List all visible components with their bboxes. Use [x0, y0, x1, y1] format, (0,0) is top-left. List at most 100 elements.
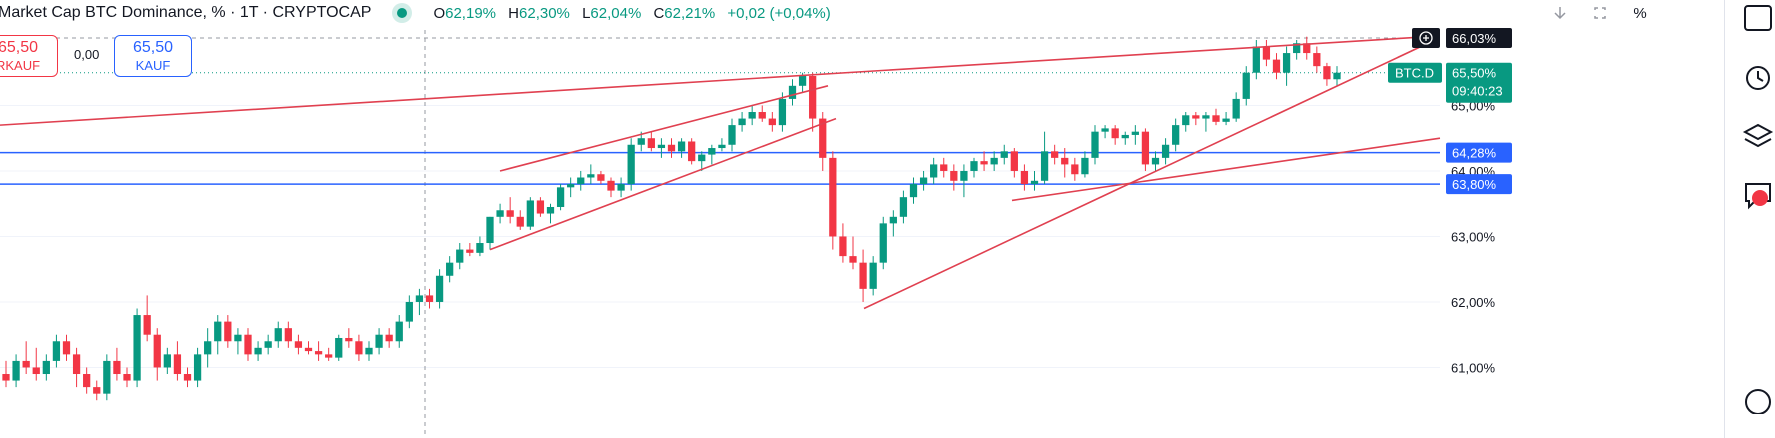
alarm-clock-icon[interactable] [1741, 60, 1775, 94]
candle-body [93, 387, 101, 394]
sell-button[interactable]: 65,50 RKAUF [0, 35, 58, 77]
chat-icon[interactable] [1741, 178, 1775, 212]
ohlc-values: O62,19% H62,30% L62,04% C62,21% +0,02 (+… [433, 5, 838, 22]
layers-icon[interactable] [1741, 120, 1775, 154]
candle-body [728, 125, 736, 145]
candle-body [617, 184, 625, 191]
price-axis-label: 63,00% [1451, 229, 1496, 244]
candle-body [879, 223, 887, 263]
candle-body [1121, 134, 1129, 139]
ohlc-low-label: L [582, 4, 591, 22]
candle-body [52, 341, 61, 361]
candle-body [496, 210, 504, 217]
percent-scale-button[interactable]: % [1633, 4, 1647, 22]
candle-body [1051, 151, 1059, 158]
candle-body [113, 360, 121, 375]
candle-body [1242, 72, 1250, 99]
candle-body [788, 85, 797, 99]
trendline[interactable] [489, 117, 837, 251]
candle-body [415, 295, 424, 302]
candle-body [1333, 72, 1341, 80]
candle-body [647, 138, 655, 149]
candle-body [809, 75, 817, 119]
trendline[interactable] [499, 85, 829, 172]
candle-body [234, 334, 242, 342]
trendline[interactable] [1011, 137, 1441, 202]
candle-body [204, 341, 212, 355]
right-sidebar [1724, 0, 1775, 438]
buy-label: KAUF [135, 58, 171, 73]
ohlc-low-value: 62,04% [590, 4, 642, 22]
candle-body [1071, 164, 1079, 175]
ohlc-close-value: 62,21% [664, 4, 716, 22]
candles-layer [2, 36, 1341, 401]
candle-body [345, 337, 353, 342]
spread-value: 0,00 [74, 47, 100, 62]
candle-body [567, 184, 575, 188]
candle-body [889, 216, 897, 224]
candle-body [274, 328, 282, 342]
candle-body [839, 236, 847, 257]
ohlc-change-value: +0,02 (+0,04%) [727, 4, 831, 22]
candle-body [163, 354, 171, 368]
candle-body [748, 112, 756, 119]
candle-body [940, 164, 948, 171]
candle-body [909, 184, 918, 198]
candle-body [1020, 170, 1029, 185]
watchlist-icon[interactable] [1741, 2, 1775, 36]
candle-body [385, 334, 393, 342]
candle-body [950, 170, 958, 181]
symbol-title[interactable]: Market Cap BTC Dominance, % · 1T · CRYPT… [0, 4, 372, 21]
candle-body [1172, 125, 1180, 145]
trendlines-layer[interactable] [0, 35, 1441, 310]
plus-circle-icon[interactable] [1419, 31, 1433, 45]
ohlc-close-label: C [653, 4, 665, 22]
price-label-background [1446, 142, 1512, 163]
candle-body [456, 249, 464, 263]
price-label-background [1446, 28, 1512, 48]
price-label: 66,03% [1452, 31, 1497, 46]
candle-body [2, 374, 10, 381]
price-label: 64,28% [1452, 146, 1497, 161]
trendline[interactable] [863, 42, 1429, 310]
buy-button[interactable]: 65,50 KAUF [114, 35, 192, 77]
gauge-icon[interactable] [1741, 380, 1775, 414]
candle-body [577, 177, 585, 185]
ohlc-open-value: 62,19% [445, 4, 496, 22]
candle-body [758, 112, 766, 119]
candle-body [1131, 131, 1139, 135]
plus-icon[interactable] [1423, 35, 1429, 41]
market-status-icon[interactable] [397, 8, 408, 18]
candle-body [183, 374, 192, 381]
sell-price: 65,50 [0, 39, 39, 56]
horizontal-lines[interactable] [0, 151, 1440, 185]
candle-body [83, 374, 91, 388]
price-axis[interactable]: 61,00%62,00%63,00%64,00%65,00%66,03%65,5… [1388, 28, 1512, 375]
candle-body [486, 216, 494, 244]
candle-body [365, 347, 373, 355]
candle-body [677, 141, 686, 152]
candle-body [133, 315, 141, 381]
candle-body [335, 337, 343, 358]
candle-body [1061, 157, 1069, 165]
candle-body [425, 295, 434, 302]
trendline[interactable] [0, 35, 1429, 126]
candle-body [1030, 180, 1039, 185]
candle-body [556, 187, 565, 207]
candle-body [546, 206, 555, 214]
candle-body [224, 321, 232, 342]
candle-body [1262, 46, 1271, 60]
arrow-down-icon[interactable] [1548, 1, 1572, 25]
candle-body [1111, 128, 1119, 139]
candle-body [849, 256, 857, 263]
candle-body [405, 301, 413, 322]
candle-body [72, 354, 81, 375]
candle-body [597, 174, 605, 181]
candle-body [254, 347, 262, 355]
candle-body [1101, 128, 1109, 132]
candle-body [193, 354, 202, 381]
auto-scale-icon[interactable] [1588, 1, 1612, 25]
price-axis-label: 61,00% [1451, 360, 1496, 375]
price-label: 63,80% [1452, 177, 1497, 192]
